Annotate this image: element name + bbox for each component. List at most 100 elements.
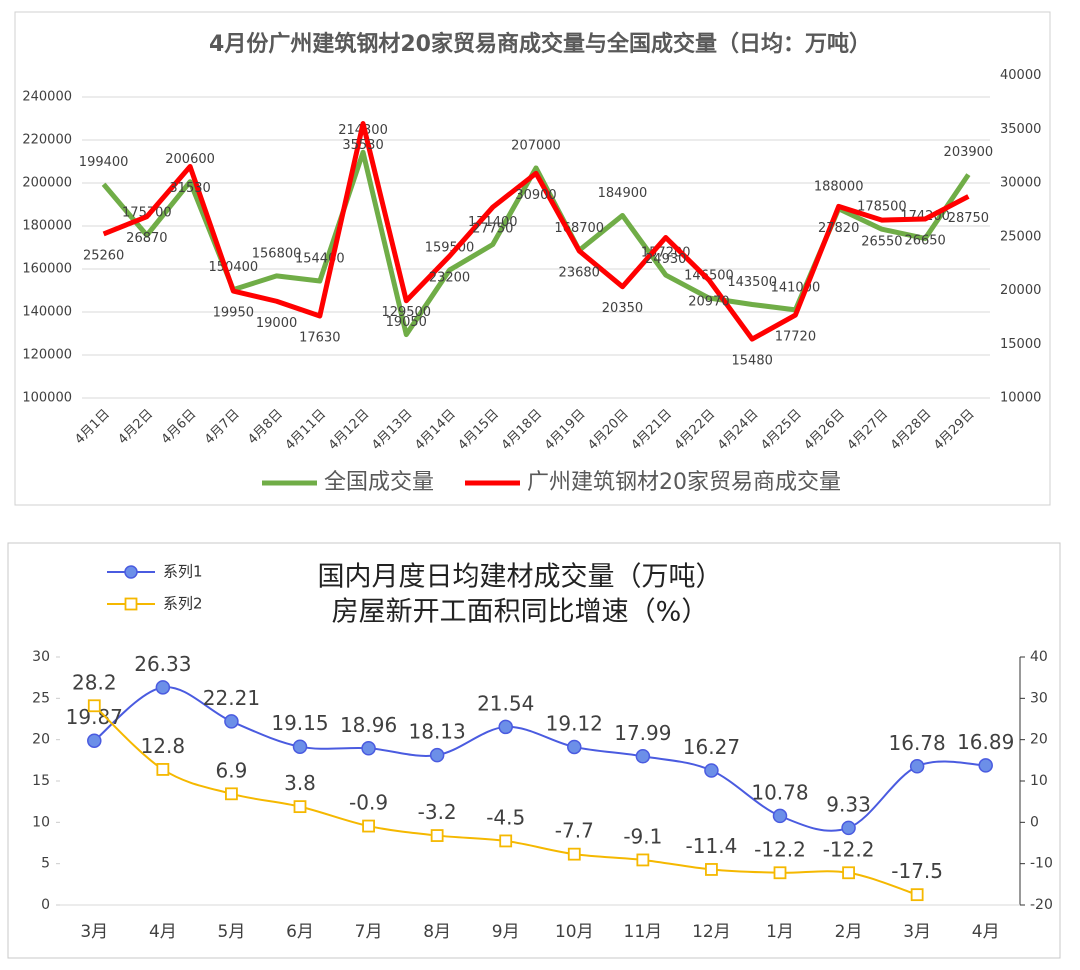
chart-title: 国内月度日均建材成交量（万吨）: [318, 562, 723, 593]
data-label: 26.33: [134, 652, 191, 676]
y-tick-label: 120000: [22, 348, 72, 363]
marker: [635, 749, 651, 764]
chart-national: 4月份广州建筑钢材20家贸易商成交量与全国成交量（日均：万吨） 100000 12…: [14, 11, 1051, 506]
data-label: 207000: [511, 138, 561, 153]
marker: [224, 714, 239, 729]
y2-tick-label: 30000: [1000, 176, 1041, 191]
marker: [430, 829, 444, 842]
x-tick-label: 1月: [766, 922, 794, 942]
data-label: 22.21: [203, 686, 260, 710]
y-tick-label: 180000: [22, 219, 72, 234]
data-label: -17.5: [891, 859, 943, 883]
data-label: 28.2: [72, 670, 117, 694]
data-label: -12.2: [823, 837, 875, 861]
data-label: 23200: [429, 271, 470, 286]
marker: [567, 847, 581, 861]
data-label: -4.5: [486, 805, 525, 829]
data-label: 26870: [126, 231, 167, 246]
marker: [704, 763, 719, 778]
data-label: 17.99: [614, 721, 671, 745]
data-label: 203900: [944, 145, 994, 160]
data-label: 15480: [732, 354, 773, 369]
y-tick-label: 100000: [22, 391, 72, 406]
data-label: 178500: [857, 200, 907, 215]
y-tick-label: 10: [32, 814, 50, 830]
chart-frame: [7, 542, 1061, 959]
x-tick-label: 8月: [423, 922, 451, 942]
marker: [842, 866, 855, 880]
y-tick-label: 200000: [22, 176, 72, 191]
marker: [362, 819, 375, 833]
y-tick-label: 25: [32, 690, 50, 706]
marker: [636, 853, 650, 867]
marker: [361, 741, 376, 756]
legend-label: 系列2: [163, 595, 203, 613]
y2-tick-label: 10000: [1000, 391, 1041, 406]
y2-tick-label: 10: [1030, 773, 1048, 789]
y2-tick-label: 40: [1030, 649, 1048, 665]
x-tick-label: 12月: [692, 922, 731, 942]
data-label: 16.78: [889, 731, 946, 755]
marker: [87, 699, 101, 713]
y2-tick-label: 20: [1030, 732, 1048, 748]
data-label: -11.4: [686, 834, 738, 858]
data-label: 200600: [165, 152, 215, 167]
data-label: 23680: [559, 265, 600, 280]
y-tick-label: 0: [41, 897, 50, 913]
data-label: 141000: [771, 280, 821, 295]
y2-tick-label: 30: [1030, 690, 1048, 706]
y2-tick-label: 25000: [1000, 229, 1041, 244]
data-label: 31530: [169, 181, 210, 196]
data-label: 19950: [213, 306, 254, 321]
data-label: 28750: [948, 211, 989, 226]
x-tick-label: 11月: [624, 922, 663, 942]
y2-tick-label: 35000: [1000, 122, 1041, 137]
marker: [499, 834, 513, 848]
x-tick-label: 9月: [492, 922, 520, 942]
x-tick-label: 7月: [355, 922, 383, 942]
y-tick-label: 5: [41, 856, 50, 872]
marker: [772, 808, 788, 824]
data-label: -12.2: [754, 837, 806, 861]
x-tick-label: 6月: [286, 922, 314, 942]
x-tick-label: 10月: [555, 922, 594, 942]
y2-tick-label: 40000: [1000, 68, 1041, 83]
x-tick-label: 3月: [903, 922, 931, 942]
data-label: 6.9: [216, 758, 248, 782]
data-label: 25260: [83, 248, 124, 263]
x-tick-label: 5月: [218, 922, 246, 942]
data-label: 19.12: [546, 711, 603, 735]
y2-tick-label: 0: [1030, 814, 1039, 830]
marker: [910, 888, 924, 902]
y2-tick-label: -10: [1030, 856, 1053, 872]
marker: [773, 866, 787, 880]
data-label: 19.15: [271, 711, 328, 735]
data-label: -9.1: [623, 824, 662, 848]
marker: [156, 763, 170, 776]
x-tick-label: 4月: [972, 922, 1000, 942]
chart-title: 4月份广州建筑钢材20家贸易商成交量与全国成交量（日均：万吨）: [209, 31, 871, 57]
data-label: 20350: [602, 301, 643, 316]
data-label: 26550: [861, 235, 902, 250]
data-label: -7.7: [555, 819, 594, 843]
data-label: -3.2: [418, 800, 457, 824]
data-label: 150400: [209, 260, 259, 275]
data-label: 184900: [598, 186, 648, 201]
data-label: 146500: [684, 269, 734, 284]
chart-subtitle: 房屋新开工面积同比增速（%）: [332, 597, 709, 628]
data-label: 19050: [386, 315, 427, 330]
y2-tick-label: 20000: [1000, 283, 1041, 298]
data-label: 30900: [515, 188, 556, 203]
legend-label: 全国成交量: [324, 470, 434, 495]
x-tick-label: 2月: [835, 922, 863, 942]
y2-tick-label: 15000: [1000, 337, 1041, 352]
data-label: 16.89: [957, 730, 1014, 754]
y-tick-label: 220000: [22, 133, 72, 148]
chart-monthly: 国内月度日均建材成交量（万吨） 房屋新开工面积同比增速（%） 0 5 10 15 20 2…: [7, 542, 1061, 959]
marker: [225, 787, 238, 801]
legend-marker: [124, 565, 138, 579]
data-label: 27750: [472, 222, 513, 237]
data-label: -0.9: [349, 791, 388, 815]
data-label: 129500: [381, 305, 431, 320]
